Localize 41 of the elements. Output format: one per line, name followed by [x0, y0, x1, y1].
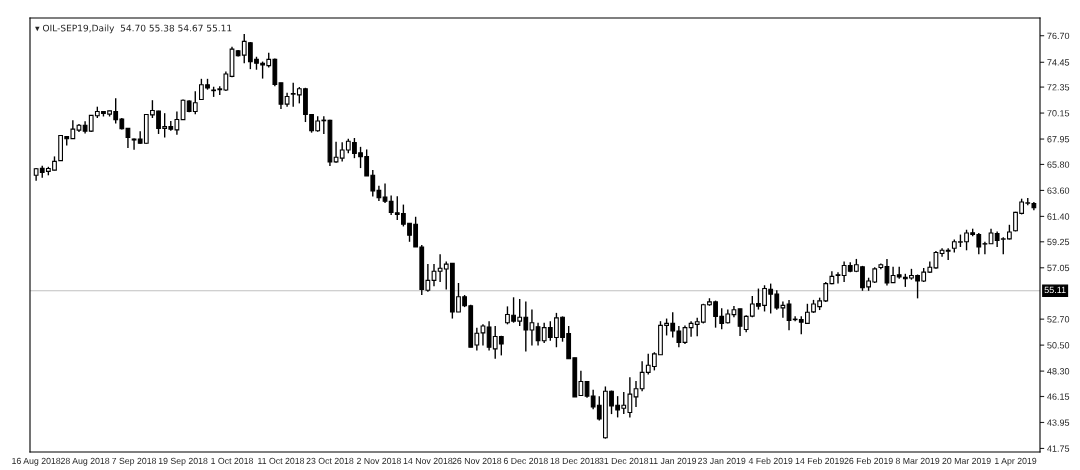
x-tick-label: 7 Sep 2018: [112, 457, 157, 466]
x-tick-label: 20 Mar 2019: [942, 457, 991, 464]
y-tick-label: 43.95: [1047, 419, 1070, 426]
x-tick-label: 11 Jan 2019: [649, 457, 697, 464]
y-tick-label: 59.25: [1047, 238, 1070, 246]
x-tick-label: 26 Nov 2018: [452, 457, 502, 464]
ref-line-label: 55.11: [1044, 286, 1066, 294]
y-tick-label: 57.05: [1047, 264, 1070, 272]
y-tick-label: 48.30: [1047, 368, 1070, 375]
y-tick-label: 52.70: [1047, 316, 1070, 323]
x-tick-label: 18 Dec 2018: [550, 457, 600, 464]
y-tick-label: 72.35: [1047, 84, 1070, 91]
y-tick-label: 70.15: [1047, 110, 1070, 117]
x-tick-label: 26 Feb 2019: [844, 457, 893, 464]
text: ▾ OIL-SEP19,Daily 54.70 55.38 54.67 55.11: [35, 24, 232, 34]
x-tick-label: 31 Dec 2018: [599, 457, 649, 464]
x-tick-label: 14 Nov 2018: [403, 457, 453, 464]
x-tick-label: 23 Jan 2019: [698, 457, 746, 464]
x-tick-label: 1 Apr 2019: [995, 457, 1037, 466]
x-tick-label: 23 Oct 2018: [306, 457, 354, 464]
y-tick-label: 46.15: [1047, 393, 1070, 400]
y-tick-label: 65.80: [1047, 161, 1070, 168]
candlestick: [480, 323, 486, 347]
x-tick-label: 16 Aug 2018: [12, 457, 61, 466]
y-tick-label: 67.95: [1047, 136, 1070, 143]
candlestick: [835, 271, 841, 285]
x-tick-label: 4 Feb 2019: [748, 457, 793, 464]
x-tick-label: 11 Oct 2018: [258, 457, 305, 464]
y-tick-label: 50.50: [1047, 342, 1070, 349]
x-tick-label: 8 Mar 2019: [895, 457, 940, 464]
y-tick-label: 41.75: [1047, 445, 1070, 452]
y-tick-label: 63.60: [1047, 187, 1070, 194]
x-tick-label: 1 Oct 2018: [211, 457, 254, 464]
x-tick-label: 14 Feb 2019: [795, 457, 844, 464]
y-tick-label: 76.70: [1047, 32, 1070, 40]
x-tick-label: 2 Nov 2018: [356, 457, 401, 464]
x-tick-label: 28 Aug 2018: [60, 457, 110, 466]
x-tick-label: 19 Sep 2018: [158, 457, 208, 466]
y-tick-label: 61.40: [1047, 213, 1070, 220]
y-tick-label: 74.45: [1047, 59, 1070, 66]
x-tick-label: 6 Dec 2018: [503, 457, 548, 464]
